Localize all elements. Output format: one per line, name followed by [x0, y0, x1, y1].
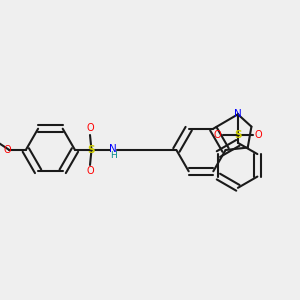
Text: O: O — [214, 130, 221, 140]
Text: N: N — [109, 144, 117, 154]
Text: O: O — [86, 167, 94, 176]
Text: O: O — [254, 130, 262, 140]
Text: H: H — [110, 151, 116, 160]
Text: S: S — [88, 145, 95, 155]
Text: O: O — [86, 124, 94, 134]
Text: O: O — [4, 145, 12, 155]
Text: N: N — [234, 109, 242, 119]
Text: S: S — [234, 130, 242, 140]
